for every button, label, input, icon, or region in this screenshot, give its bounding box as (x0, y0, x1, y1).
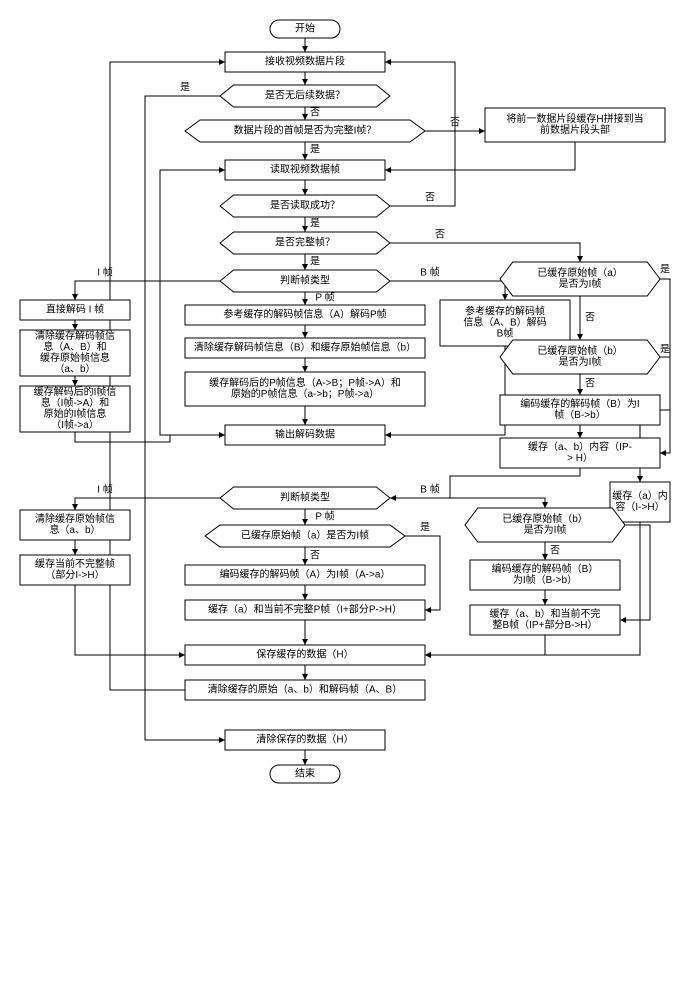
edge-label: 否 (310, 550, 320, 562)
edge-label: 否 (310, 107, 320, 119)
node-text: 清除缓存解码帧信息（B）和缓存原始帧信息（b） (194, 341, 416, 354)
node-text: 缓存解码后的I帧信 (34, 385, 117, 398)
edge (385, 142, 575, 170)
node-text: 保存缓存的数据（H） (256, 648, 353, 661)
node-text: 是否无后续数据？ (265, 89, 345, 102)
node-text: 已缓存原始帧（a）是否为I帧 (241, 529, 369, 542)
node-text: 结束 (295, 767, 315, 780)
node-text: （a、b） (54, 363, 95, 375)
flowchart-diagram: 否是否是是否I 帧P 帧B 帧否是否是否是I 帧P 帧B 帧否是否是开始接收视频… (10, 10, 674, 990)
node-text: B帧 (497, 327, 514, 340)
node-text: 已缓存原始帧（b） (537, 344, 623, 357)
node-text: 清除保存的数据（H） (256, 733, 353, 746)
node-text: 缓存当前不完整帧 (35, 557, 115, 570)
edge-label: P 帧 (315, 291, 334, 304)
node-text: 息（A、B）和 (43, 340, 106, 353)
edge-label: 是 (310, 218, 320, 230)
node-text: 是否完整帧？ (275, 236, 335, 249)
node-text: 缓存解码后的P帧信息（A->B；P帧->A）和 (209, 376, 401, 389)
edge (75, 281, 220, 300)
node-text: 参考缓存的解码帧信息（A）解码P帧 (223, 308, 386, 321)
node-text: 是否为I帧 (559, 277, 602, 290)
node-text: 息（I帧->A）和 (41, 396, 110, 409)
edge (390, 498, 545, 508)
edge-label: 否 (425, 192, 435, 204)
node-text: 将前一数据片段缓存H拼接到当 (506, 112, 643, 125)
node-text: 判断帧类型 (280, 491, 330, 504)
node-text: 原始的P帧信息（a->b；P帧->a） (231, 387, 379, 400)
edge (390, 281, 505, 300)
node-text: 编码缓存的解码帧（A）为I帧（A->a） (220, 568, 391, 581)
node-text: 整B帧（IP+部分B->H） (492, 618, 597, 631)
node-text: 缓存（a、b）内容（IP- (528, 440, 632, 453)
edge-label: 是 (420, 522, 430, 534)
node-text: 信息（A、B）解码 (463, 316, 546, 329)
node-text: 原始的I帧信息 (44, 407, 107, 420)
edge (75, 432, 225, 442)
edge (660, 357, 670, 453)
node-text: 清除缓存的原始（a、b）和解码帧（A、B） (208, 683, 402, 696)
edge-label: 否 (550, 545, 560, 557)
node-text: 已缓存原始帧（a） (537, 266, 623, 279)
node-text: 读取视频数据帧 (270, 163, 340, 176)
node-text: 缓存（a）内 (612, 489, 668, 502)
node-text: 是否为I帧 (559, 355, 602, 368)
node-text: 缓存原始帧信息 (40, 351, 110, 364)
edge-label: 是 (310, 144, 320, 156)
node-text: 清除缓存原始帧信 (35, 512, 115, 525)
edge (425, 635, 545, 655)
node-text: 数据片段的首帧是否为完整I帧？ (234, 124, 377, 137)
node-text: 已缓存原始帧（b） (502, 512, 588, 525)
node-text: 判断帧类型 (280, 274, 330, 287)
node-text: 是否读取成功？ (270, 199, 340, 212)
edge (75, 498, 220, 510)
edge (390, 243, 580, 262)
edge-label: 否 (585, 312, 595, 324)
edge (75, 585, 185, 655)
node-text: 接收视频数据片段 (265, 55, 345, 68)
node-text: 是否为I帧 (524, 523, 567, 536)
edge-label: P 帧 (315, 510, 334, 523)
node-text: 清除缓存解码帧信 (35, 329, 115, 342)
node-text: 容（I->H） (615, 500, 664, 513)
node-text: （I帧->a） (51, 418, 99, 431)
node-text: 息（a、b） (49, 523, 100, 536)
node-text: 编码缓存的解码帧（B） (492, 562, 599, 575)
node-text: 帧（B->b） (554, 408, 605, 421)
edge-label: 是 (310, 256, 320, 268)
node-text: 缓存（a）和当前不完整P帧（I+部分P->H） (208, 603, 402, 616)
edge (145, 96, 225, 740)
node-text: 编码缓存的解码帧（B）为I (520, 397, 639, 410)
edge-label: 是 (660, 264, 670, 276)
edge (620, 525, 650, 620)
node-text: （部分I->H） (45, 568, 104, 581)
edge (390, 468, 580, 498)
edge-label: 是 (180, 82, 190, 94)
node-text: 缓存（a、b）和当前不完 (489, 607, 600, 620)
node-text: 为I帧（B->b） (513, 573, 577, 586)
edge-label: 否 (585, 378, 595, 390)
node-text: 前数据片段头部 (540, 123, 610, 136)
edge-label: B 帧 (420, 266, 439, 279)
node-text: 开始 (295, 22, 315, 35)
node-text: 直接解码 I 帧 (46, 303, 104, 316)
edge-label: B 帧 (420, 483, 439, 496)
node-text: 输出解码数据 (275, 428, 335, 441)
edge-label: 是 (660, 344, 670, 356)
edge-label: 否 (435, 229, 445, 241)
node-text: > H） (567, 452, 593, 464)
node-text: 参考缓存的解码帧 (465, 305, 545, 318)
